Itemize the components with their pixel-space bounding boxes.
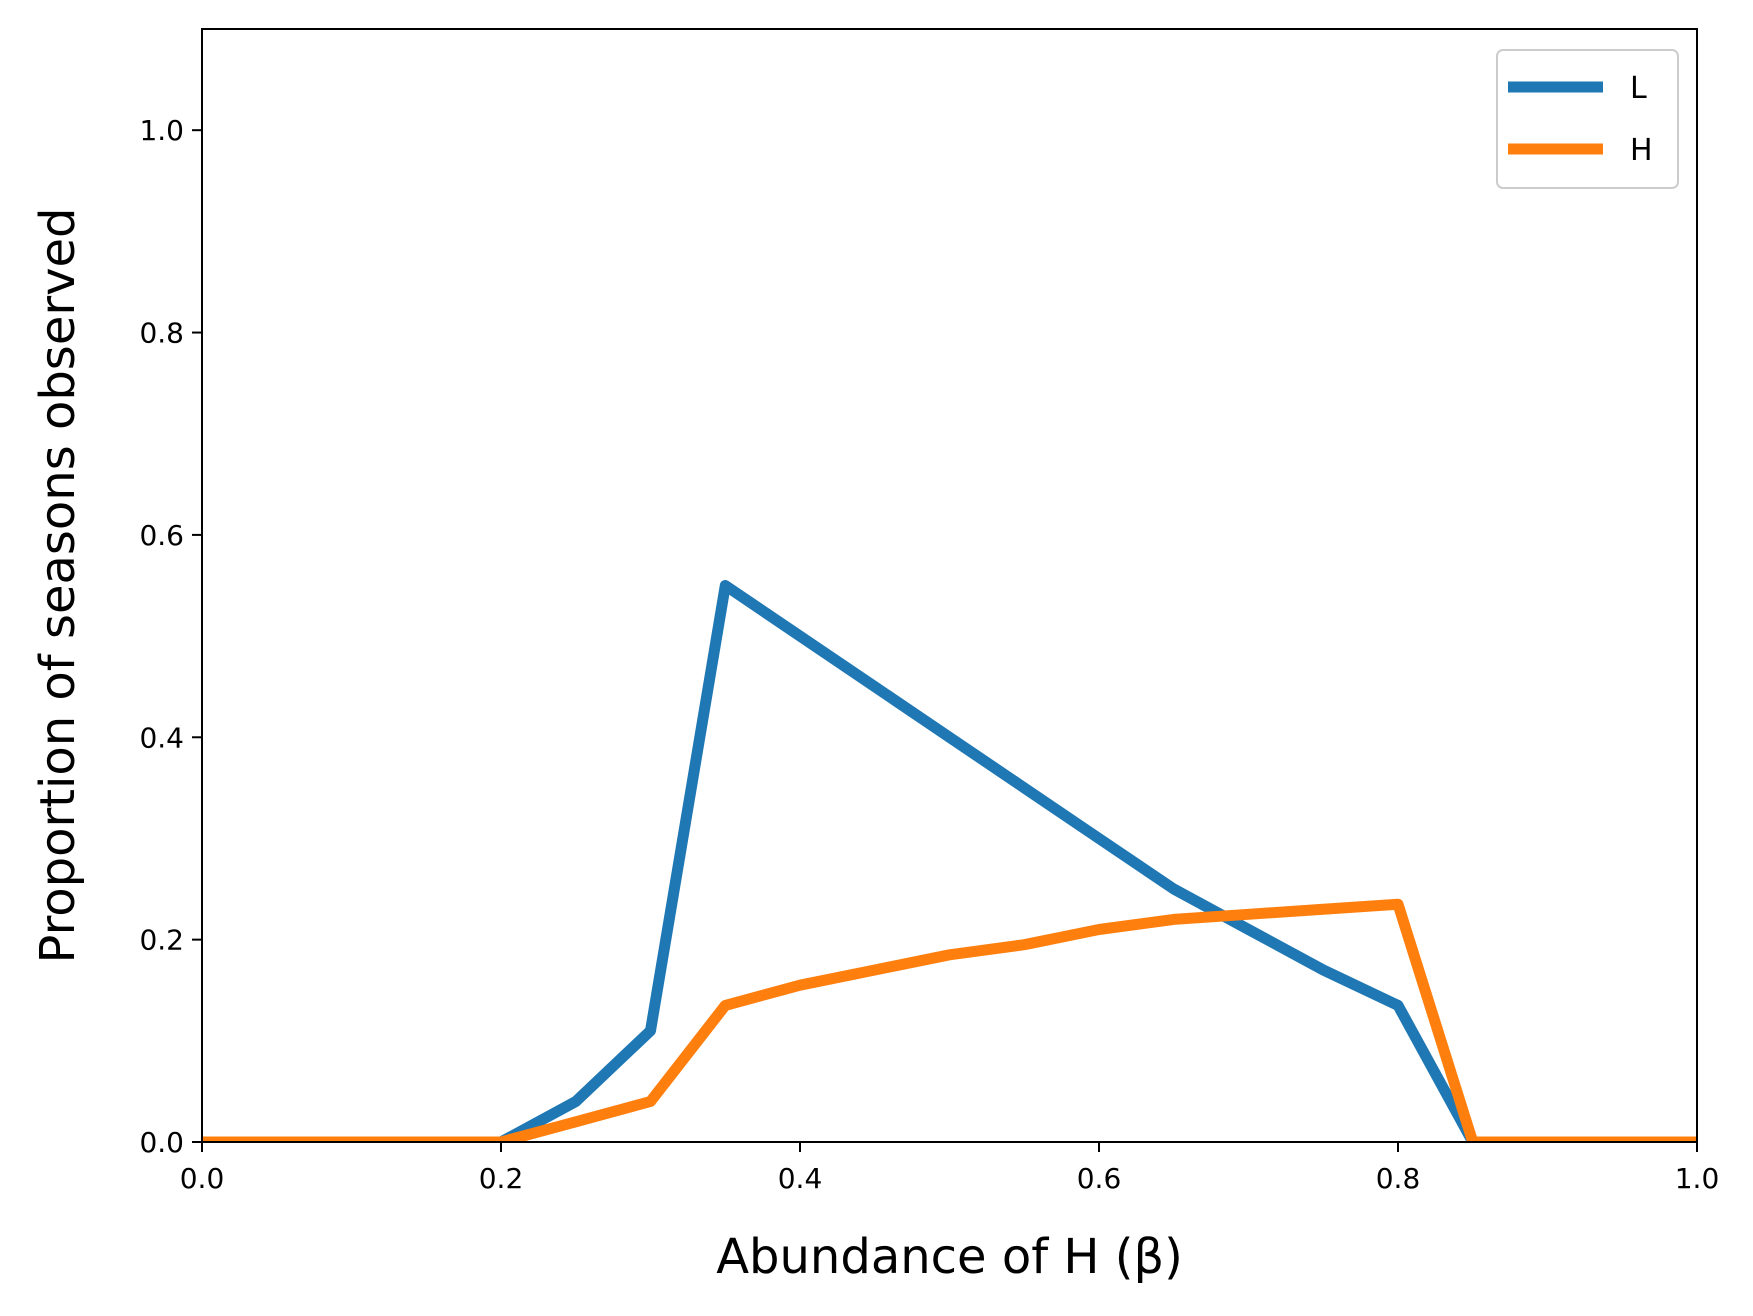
x-tick-label: 0.0 — [180, 1162, 225, 1195]
series-line-L — [202, 580, 1697, 1142]
x-tick-label: 0.2 — [479, 1162, 524, 1195]
x-axis: 0.0 0.2 0.4 0.6 0.8 1.0 — [180, 1142, 1720, 1195]
legend-label-L: L — [1630, 71, 1647, 106]
series-line-H — [202, 898, 1697, 1142]
y-tick-label: 0.8 — [139, 317, 184, 350]
y-tick-label: 0.6 — [139, 519, 184, 552]
y-tick-label: 0.0 — [139, 1126, 184, 1159]
y-axis-label: Proportion of seasons observed — [30, 208, 86, 964]
x-tick-label: 1.0 — [1675, 1162, 1720, 1195]
x-tick-label: 0.8 — [1376, 1162, 1421, 1195]
legend: LH — [1496, 49, 1679, 189]
plot-frame — [201, 28, 1698, 1143]
x-axis-label: Abundance of H (β) — [716, 1229, 1183, 1285]
series-layer — [202, 580, 1697, 1142]
x-tick-label: 0.4 — [778, 1162, 823, 1195]
y-tick-label: 0.4 — [139, 721, 184, 754]
y-axis: 0.0 0.2 0.4 0.6 0.8 1.0 — [139, 114, 202, 1159]
legend-label-H: H — [1630, 133, 1653, 168]
y-tick-label: 1.0 — [139, 114, 184, 147]
y-tick-label: 0.2 — [139, 924, 184, 957]
x-tick-label: 0.6 — [1077, 1162, 1122, 1195]
